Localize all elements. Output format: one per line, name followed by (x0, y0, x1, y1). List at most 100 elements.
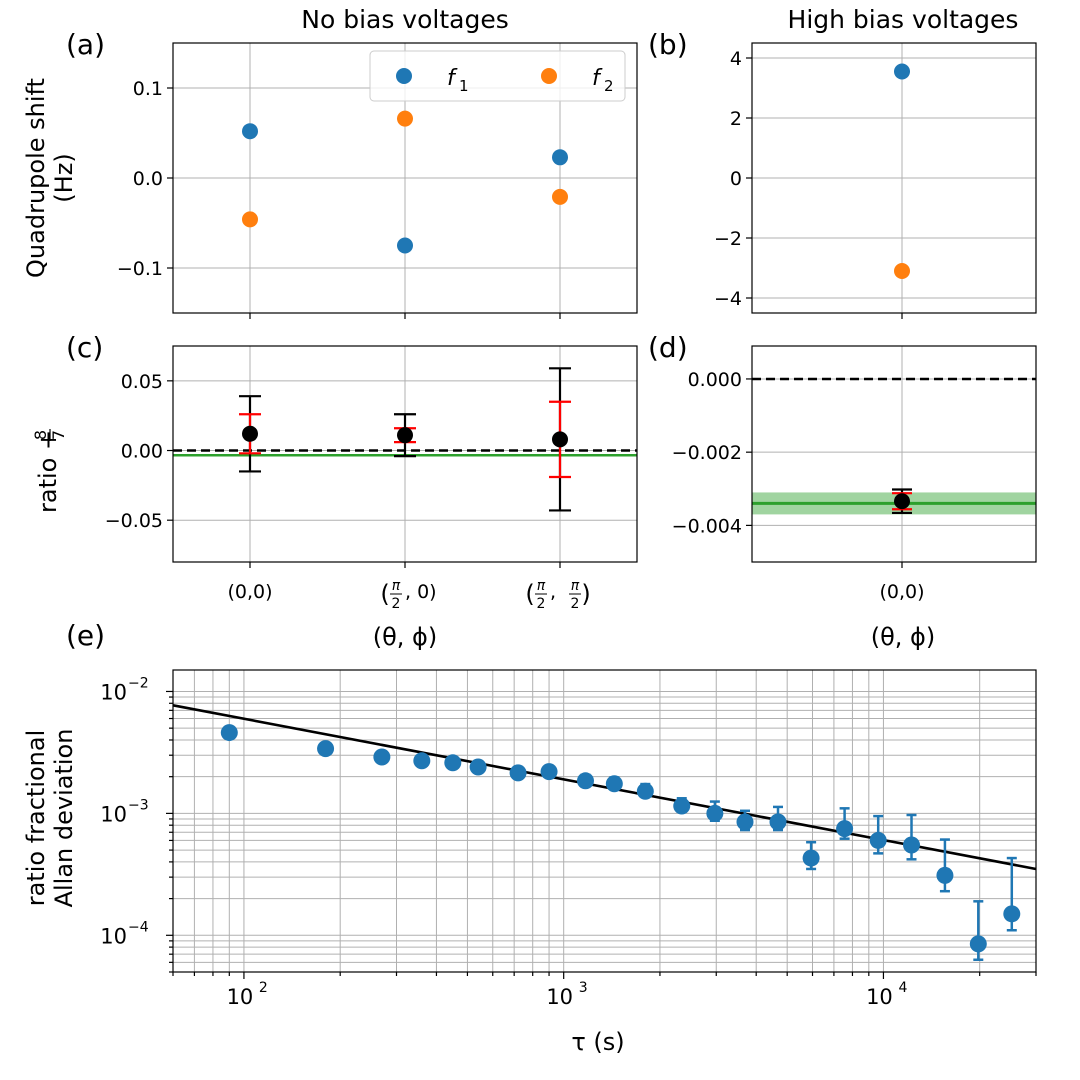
point-allan-13 (736, 813, 754, 831)
point-f2-0 (894, 263, 910, 279)
xtick-label-c-2-frac1-num: π (537, 578, 546, 594)
ytick-label-c-1: 0.00 (121, 441, 163, 463)
point-allan-6 (509, 764, 527, 782)
xtick-label-e-2-base: 10 (866, 985, 893, 1009)
legend-label-f1: f (447, 66, 458, 91)
panel-b: −4 −2 0 2 4 (714, 42, 1037, 319)
title-no-bias: No bias voltages (301, 5, 508, 34)
ylabel-ratio-numerator: 8 (31, 430, 50, 440)
panel-label-e: (e) (66, 619, 105, 652)
ylabel-quadrupole-line2: (Hz) (50, 153, 78, 202)
point-allan-0 (220, 724, 238, 742)
legend: f 1 f 2 (369, 50, 626, 102)
ytick-label-e-0-base: 10 (100, 924, 127, 948)
point-f1-0 (894, 63, 910, 80)
point-f1-0 (242, 123, 258, 140)
ytick-label-e-1-exp: −3 (128, 797, 149, 813)
ylabel-ratio: ratio + 8 7 (31, 429, 68, 513)
axes-frame-e (172, 669, 1037, 973)
panel-label-a: (a) (66, 28, 105, 61)
xtick-label-c-0: (0,0) (227, 581, 272, 603)
point-ratio-2 (552, 431, 568, 448)
ylabel-allan-line2: Allan deviation (50, 729, 78, 908)
ytick-label-b-3: 2 (730, 108, 742, 130)
point-allan-15 (802, 849, 820, 867)
ytick-label-e-2-base: 10 (100, 680, 127, 704)
ytick-label-c-2: 0.05 (121, 371, 163, 393)
point-f2-0 (242, 211, 258, 228)
title-high-bias: High bias voltages (788, 5, 1019, 34)
legend-label-f1-sub: 1 (459, 77, 469, 95)
ytick-label-a-1: 0.0 (133, 168, 163, 190)
ytick-label-a-2: 0.1 (133, 78, 163, 100)
point-allan-17 (869, 831, 887, 849)
ytick-label-b-0: −4 (714, 288, 742, 310)
point-ratio-0 (242, 425, 258, 442)
legend-label-f2-sub: 2 (604, 77, 614, 95)
point-f2-1 (397, 110, 413, 127)
xtick-label-e-0-base: 10 (227, 985, 254, 1009)
point-allan-3 (413, 752, 431, 770)
panel-e: 10 2 10 3 10 410 −410 −310 −2 (100, 669, 1037, 1009)
point-allan-19 (936, 866, 954, 884)
ytick-label-d-0: −0.004 (672, 515, 742, 537)
point-allan-4 (444, 754, 462, 772)
panel-label-b: (b) (648, 28, 688, 61)
point-allan-8 (576, 772, 594, 790)
point-allan-1 (317, 740, 335, 758)
point-allan-14 (769, 813, 787, 831)
xtick-label-c-2-frac2-den: 2 (571, 596, 580, 612)
xtick-label-e-0-exp: 2 (259, 980, 268, 996)
xlabel-theta-phi-left: (θ, ϕ) (373, 623, 438, 651)
axes-frame-a (172, 42, 638, 314)
point-allan-21 (1003, 905, 1021, 923)
point-allan-18 (903, 836, 921, 854)
ytick-label-d-2: 0.000 (688, 369, 742, 391)
point-allan-5 (469, 758, 487, 776)
ytick-label-a-0: −0.1 (117, 258, 163, 280)
point-allan-7 (540, 763, 558, 781)
point-allan-9 (605, 775, 623, 793)
ytick-label-d-1: −0.002 (672, 442, 742, 464)
ytick-label-c-0: −0.05 (105, 510, 163, 532)
point-f2-2 (552, 188, 568, 205)
ylabel-allan-line1: ratio fractional (22, 730, 50, 907)
ytick-label-e-2-exp: −2 (128, 675, 149, 691)
legend-box (369, 50, 626, 102)
point-f1-1 (397, 237, 413, 254)
panel-label-d: (d) (648, 331, 688, 364)
ylabel-ratio-prefix: ratio + (34, 430, 62, 513)
point-f1-2 (552, 149, 568, 166)
point-allan-16 (836, 820, 854, 838)
ytick-label-b-2: 0 (730, 168, 742, 190)
xlabel-theta-phi-right: (θ, ϕ) (871, 623, 936, 651)
fit-line (172, 704, 1037, 871)
ytick-label-b-1: −2 (714, 228, 742, 250)
legend-marker-f2 (541, 68, 557, 84)
point-allan-20 (969, 935, 987, 953)
axes-frame-d (751, 345, 1037, 563)
xtick-label-c-1-frac1-den: 2 (392, 596, 401, 612)
xtick-label-e-1-base: 10 (546, 985, 573, 1009)
point-allan-10 (636, 782, 654, 800)
legend-label-f2: f (592, 66, 603, 91)
xtick-label-c-2-open: ( (525, 580, 534, 608)
legend-marker-f1 (396, 68, 412, 84)
xtick-label-c-2-frac2-num: π (571, 578, 580, 594)
xtick-label-c-2-mid: , (550, 581, 556, 603)
panel-d: −0.004 −0.002 0.000 (0,0) (672, 345, 1037, 603)
xtick-label-c-1-frac1-num: π (392, 578, 401, 594)
xtick-label-c-1: (π 2, 0) (380, 578, 436, 612)
panel-c: −0.050.000.05(0,0)(π2, 0)(π2, π2) (105, 345, 638, 612)
xtick-label-e-1-exp: 3 (579, 980, 588, 996)
ylabel-quadrupole-line1: Quadrupole shift (22, 78, 50, 278)
xlabel-tau: τ (s) (571, 1028, 624, 1056)
ytick-label-b-4: 4 (730, 48, 742, 70)
point-allan-12 (706, 804, 724, 822)
point-allan-2 (373, 748, 391, 766)
axes-frame-c (172, 345, 638, 563)
axes-frame-b (751, 42, 1037, 314)
xtick-label-c-1-open: ( (380, 580, 389, 608)
xtick-label-d-0: (0,0) (879, 581, 924, 603)
